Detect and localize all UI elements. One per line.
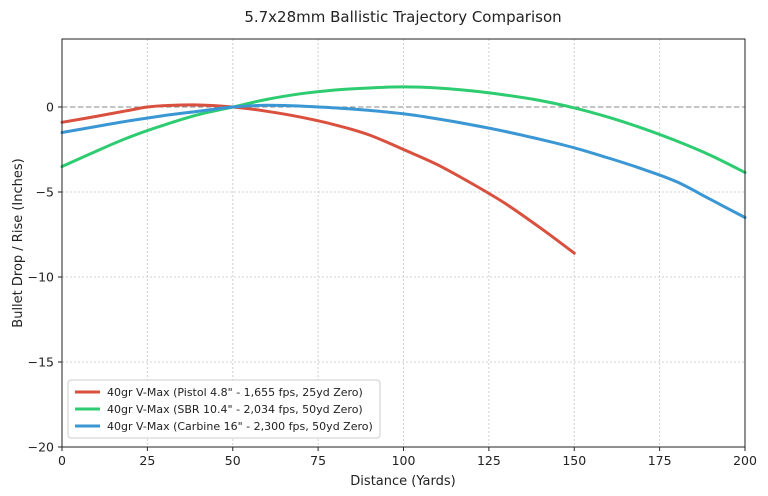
x-tick-label: 125: [477, 453, 501, 468]
x-axis-label: Distance (Yards): [350, 474, 455, 489]
axis-ticks: 0 25 50 75 100 125 150 175 200 0 −5 −10 −15 −20: [28, 100, 757, 469]
legend-entry-label: 40gr V-Max (SBR 10.4" - 2,034 fps, 50yd …: [107, 403, 363, 416]
series-line-1: [60, 103, 576, 255]
series-line-2: [60, 85, 747, 174]
x-tick-label: 50: [225, 453, 241, 468]
y-axis-label: Bullet Drop / Rise (Inches): [11, 158, 26, 327]
legend: 40gr V-Max (Pistol 4.8" - 1,655 fps, 25y…: [67, 379, 381, 439]
legend-entry-label: 40gr V-Max (Carbine 16" - 2,300 fps, 50y…: [107, 420, 373, 433]
y-tick-label: 0: [46, 100, 54, 115]
y-tick-label: −15: [28, 355, 54, 370]
x-tick-label: 150: [562, 453, 586, 468]
x-tick-label: 175: [648, 453, 672, 468]
legend-entry-label: 40gr V-Max (Pistol 4.8" - 1,655 fps, 25y…: [107, 386, 363, 399]
x-tick-label: 200: [733, 453, 757, 468]
y-tick-label: −5: [36, 185, 54, 200]
x-tick-label: 25: [139, 453, 155, 468]
x-tick-label: 0: [58, 453, 66, 468]
x-tick-label: 100: [392, 453, 416, 468]
y-tick-label: −10: [28, 270, 54, 285]
legend-box: [67, 379, 381, 439]
chart-title: 5.7x28mm Ballistic Trajectory Comparison: [244, 8, 561, 26]
y-tick-label: −20: [28, 440, 54, 455]
x-tick-label: 75: [310, 453, 326, 468]
series-line-3: [60, 103, 747, 219]
series-lines: [60, 85, 747, 255]
